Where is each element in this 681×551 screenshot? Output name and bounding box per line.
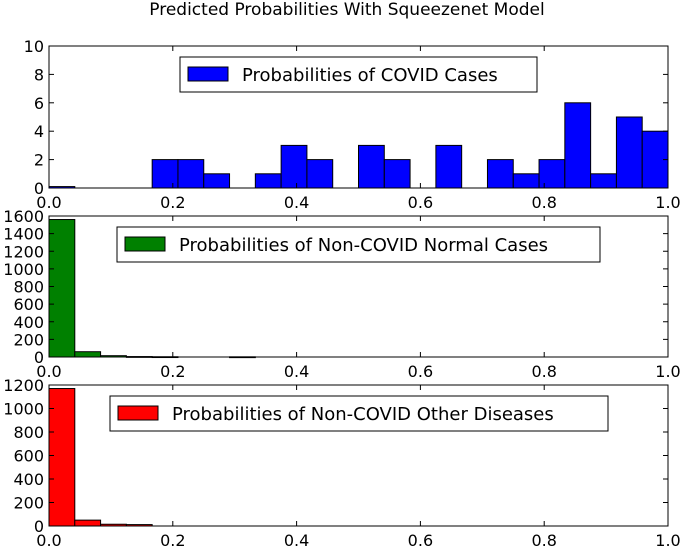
histogram-bar bbox=[151, 159, 179, 189]
x-tick-label: 0.4 bbox=[284, 362, 309, 381]
histogram-bar bbox=[383, 159, 411, 189]
x-tick-label: 0.6 bbox=[408, 193, 433, 212]
x-tick-label: 0.6 bbox=[408, 531, 433, 550]
histogram-bar bbox=[254, 173, 282, 189]
histogram-bar bbox=[74, 519, 102, 527]
subplot-2: 0.0 0.2 0.4 0.6 0.8 1.00200400600800100012001… bbox=[3, 207, 680, 381]
y-tick-label: 0 bbox=[34, 517, 44, 536]
histogram-bar bbox=[512, 173, 540, 189]
legend: Probabilities of COVID Cases bbox=[179, 56, 538, 93]
legend-label: Probabilities of Non-COVID Other Disease… bbox=[172, 404, 554, 425]
legend-label: Probabilities of COVID Cases bbox=[242, 65, 498, 86]
x-tick-label: 0.2 bbox=[160, 193, 185, 212]
x-tick-label: 0.8 bbox=[531, 362, 556, 381]
y-tick-label: 1000 bbox=[3, 260, 44, 279]
subplot-stack: 0.0 0.2 0.4 0.6 0.8 1.0 0 2 4 6 8 10 Probabilities o… bbox=[3, 37, 680, 550]
y-tick-label: 10 bbox=[24, 37, 44, 56]
y-tick-label: 200 bbox=[13, 494, 44, 513]
y-tick-label: 800 bbox=[13, 278, 44, 297]
legend: Probabilities of Non-COVID Normal Cases bbox=[116, 226, 601, 263]
x-tick-label: 1.0 bbox=[655, 193, 680, 212]
legend-swatch bbox=[187, 66, 229, 82]
y-tick-label: 400 bbox=[13, 313, 44, 332]
legend-box bbox=[116, 226, 601, 263]
figure-title: Predicted Probabilities With Squeezenet … bbox=[149, 0, 544, 20]
y-tick-label: 4 bbox=[34, 122, 44, 141]
y-tick-label: 800 bbox=[13, 423, 44, 442]
legend-swatch bbox=[117, 405, 159, 421]
subplot-3: 0.0 0.2 0.4 0.6 0.8 1.0 0 200 400 600 800 1000 1200 P… bbox=[3, 376, 680, 550]
x-tick-label: 0.0 bbox=[36, 193, 61, 212]
y-tick-label: 600 bbox=[13, 447, 44, 466]
y-tick-label: 400 bbox=[13, 470, 44, 489]
x-tick-label: 0.8 bbox=[531, 193, 556, 212]
x-tick-label: 1.0 bbox=[655, 531, 680, 550]
y-tick-label: 0 bbox=[34, 179, 44, 198]
histogram-bar bbox=[74, 351, 102, 358]
histogram-bar bbox=[564, 102, 592, 189]
y-tick-label: 200 bbox=[13, 330, 44, 349]
histogram-bar bbox=[615, 116, 643, 189]
histogram-bar bbox=[177, 159, 205, 189]
y-tick-label: 8 bbox=[34, 65, 44, 84]
x-tick-label: 0.0 bbox=[36, 362, 61, 381]
legend-label: Probabilities of Non-COVID Normal Cases bbox=[179, 235, 548, 256]
x-tick-label: 0.8 bbox=[531, 531, 556, 550]
y-tick-label: 600 bbox=[13, 295, 44, 314]
y-tick-label: 6 bbox=[34, 94, 44, 113]
histogram-bar bbox=[48, 219, 76, 358]
legend-box bbox=[109, 395, 609, 432]
histogram-bar bbox=[435, 144, 463, 189]
y-tick-label: 1200 bbox=[3, 242, 44, 261]
y-tick-label: 1000 bbox=[3, 400, 44, 419]
histogram-bar bbox=[590, 173, 617, 189]
histogram-bar bbox=[203, 173, 231, 189]
x-tick-label: 1.0 bbox=[655, 362, 680, 381]
y-tick-label: 1400 bbox=[3, 225, 44, 244]
y-tick-label: 1200 bbox=[3, 376, 44, 395]
histogram-bar bbox=[48, 388, 76, 527]
histogram-bar bbox=[486, 159, 514, 189]
x-tick-label: 0.2 bbox=[160, 362, 185, 381]
subplot-1: 0.0 0.2 0.4 0.6 0.8 1.0 0 2 4 6 8 10 Probabilities o… bbox=[24, 37, 681, 212]
legend: Probabilities of Non-COVID Other Disease… bbox=[109, 395, 609, 432]
x-tick-label: 0.2 bbox=[160, 531, 185, 550]
x-tick-label: 0.0 bbox=[36, 531, 61, 550]
y-tick-label: 0 bbox=[34, 348, 44, 367]
histogram-bar bbox=[358, 144, 385, 189]
legend-box bbox=[179, 56, 538, 93]
histogram-bar bbox=[306, 159, 334, 189]
axes-frame bbox=[48, 45, 669, 189]
legend-swatch bbox=[124, 236, 166, 252]
y-tick-label: 1600 bbox=[3, 207, 44, 226]
histogram-bar bbox=[538, 159, 566, 189]
x-tick-label: 0.4 bbox=[284, 193, 309, 212]
y-tick-label: 2 bbox=[34, 151, 44, 170]
x-tick-label: 0.6 bbox=[408, 362, 433, 381]
x-tick-label: 0.4 bbox=[284, 531, 309, 550]
histogram-bar bbox=[280, 144, 308, 189]
